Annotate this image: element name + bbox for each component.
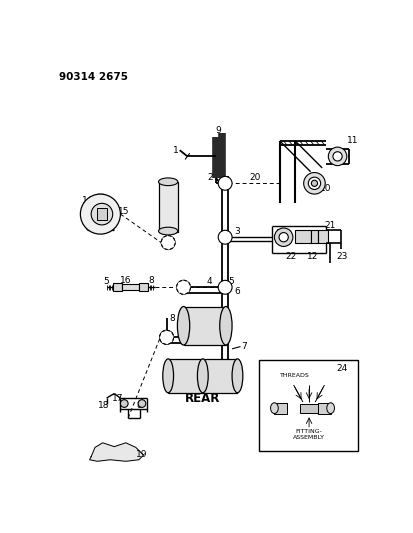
Ellipse shape (159, 227, 178, 235)
Text: 18: 18 (98, 401, 109, 410)
Circle shape (218, 280, 232, 294)
Circle shape (160, 330, 173, 344)
Text: 20: 20 (249, 173, 261, 182)
Circle shape (121, 400, 128, 407)
Text: 9: 9 (215, 126, 221, 135)
Text: 1: 1 (173, 146, 179, 155)
Text: 14: 14 (82, 196, 93, 205)
Text: 5: 5 (228, 277, 234, 286)
Text: ASSEMBLY: ASSEMBLY (293, 435, 325, 440)
Bar (139, 284, 148, 291)
Ellipse shape (271, 403, 278, 414)
Bar (159, 182, 178, 232)
Text: 5: 5 (104, 277, 109, 286)
Ellipse shape (232, 359, 243, 393)
Bar (97, 208, 107, 220)
Ellipse shape (178, 306, 190, 345)
Bar (274, 403, 287, 414)
Text: 10: 10 (320, 184, 332, 193)
Text: REAR: REAR (185, 392, 221, 406)
Circle shape (304, 173, 325, 194)
Polygon shape (90, 443, 144, 461)
Text: 2: 2 (208, 173, 214, 182)
Bar (122, 284, 139, 290)
Bar (183, 306, 226, 345)
Circle shape (138, 400, 146, 407)
Circle shape (91, 203, 113, 225)
Ellipse shape (327, 403, 335, 414)
Bar (311, 230, 318, 243)
Ellipse shape (197, 359, 208, 393)
Circle shape (218, 230, 232, 244)
Bar (300, 403, 318, 413)
Text: 19: 19 (135, 450, 147, 459)
Circle shape (279, 232, 288, 242)
Text: 24: 24 (337, 364, 348, 373)
Text: 90314 2675: 90314 2675 (59, 71, 128, 82)
Circle shape (177, 280, 190, 294)
Bar (113, 284, 122, 291)
Text: 8: 8 (148, 276, 154, 285)
Circle shape (161, 236, 175, 249)
Ellipse shape (163, 359, 173, 393)
Circle shape (177, 280, 190, 294)
Bar (259, 360, 358, 451)
Text: 13: 13 (276, 229, 288, 238)
Text: THREADS: THREADS (280, 373, 310, 378)
Circle shape (311, 180, 318, 187)
Bar (203, 359, 237, 393)
Ellipse shape (159, 178, 178, 185)
Text: 11: 11 (347, 136, 359, 146)
Text: 15: 15 (118, 207, 129, 216)
Text: 8: 8 (169, 313, 175, 322)
Circle shape (161, 236, 175, 249)
Circle shape (308, 177, 320, 189)
Text: 21: 21 (324, 221, 335, 230)
Bar (318, 230, 328, 244)
Circle shape (160, 330, 173, 344)
Circle shape (81, 194, 121, 234)
Text: 8: 8 (136, 401, 142, 410)
Text: 12: 12 (307, 252, 318, 261)
Bar (295, 230, 311, 244)
Text: 16: 16 (120, 276, 132, 285)
Circle shape (274, 228, 293, 246)
Circle shape (328, 147, 347, 166)
Bar (318, 403, 331, 414)
Circle shape (333, 152, 342, 161)
Text: 3: 3 (235, 227, 240, 236)
Bar (168, 359, 203, 393)
Circle shape (160, 330, 173, 344)
Circle shape (218, 176, 232, 190)
Text: 22: 22 (286, 252, 297, 261)
Text: 6: 6 (235, 287, 240, 296)
Text: 4: 4 (207, 277, 213, 286)
Text: 17: 17 (112, 394, 123, 403)
Text: 23: 23 (337, 252, 348, 261)
Text: FITTING-: FITTING- (296, 429, 323, 434)
Text: 7: 7 (241, 342, 247, 351)
Ellipse shape (220, 306, 232, 345)
